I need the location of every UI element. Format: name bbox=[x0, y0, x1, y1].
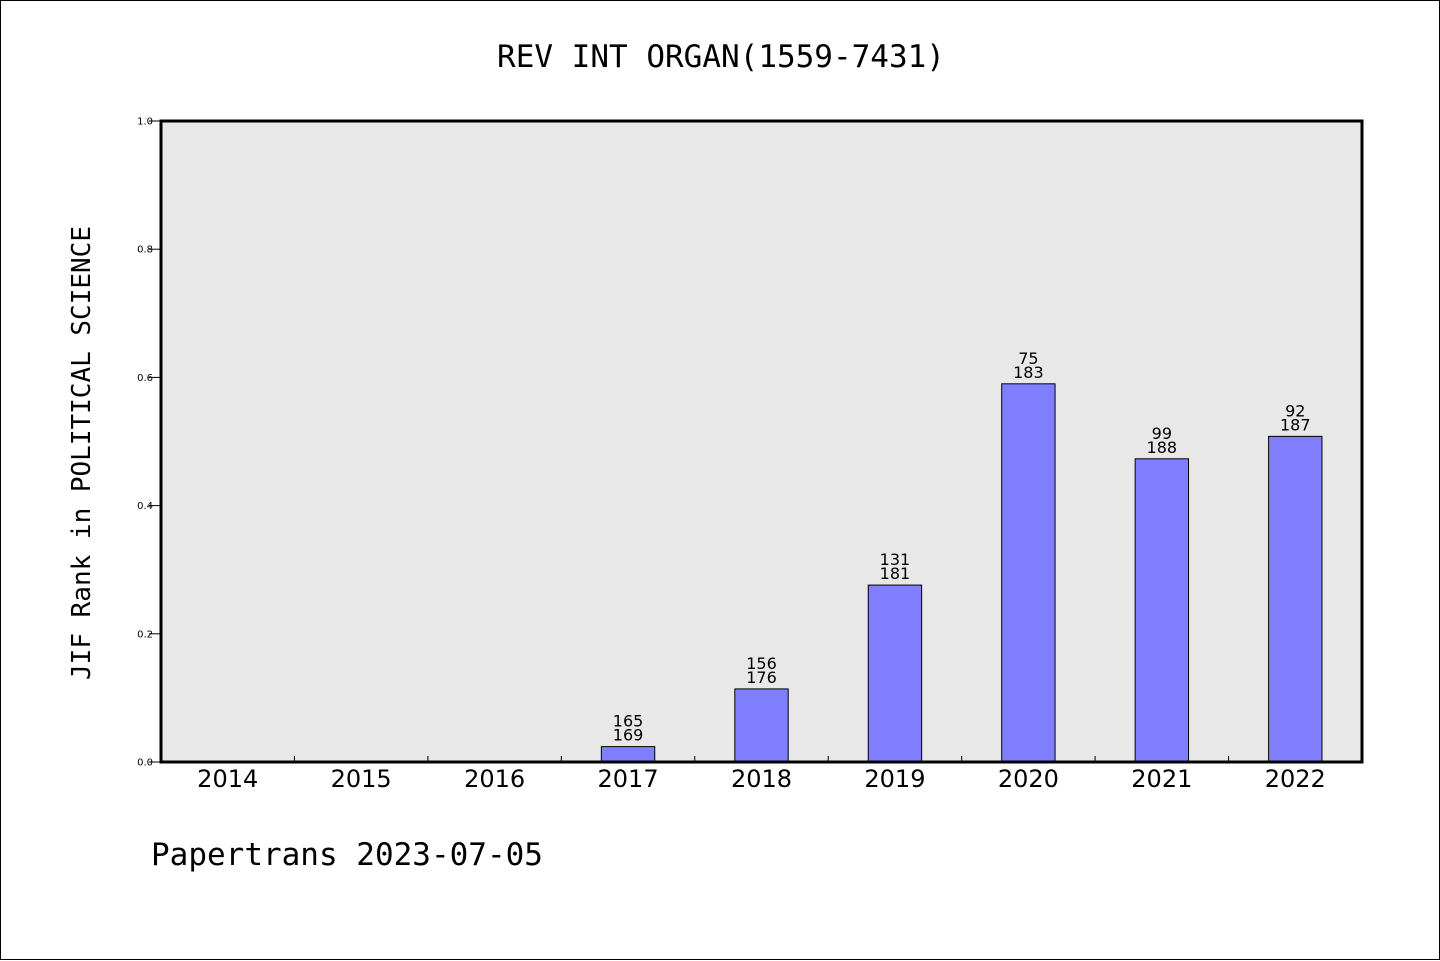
bar-total-label: 176 bbox=[746, 668, 777, 687]
bar bbox=[1134, 458, 1190, 763]
x-tick-label: 2019 bbox=[864, 765, 925, 793]
y-axis-label: JIF Rank in POLITICAL SCIENCE bbox=[67, 226, 97, 680]
bar bbox=[1268, 435, 1323, 763]
x-tick-label: 2016 bbox=[464, 765, 525, 793]
bar bbox=[734, 688, 789, 763]
y-tick-label: 0.0 bbox=[137, 758, 153, 769]
x-tick-label: 2021 bbox=[1131, 765, 1192, 793]
y-tick-label: 1.0 bbox=[137, 117, 153, 128]
x-tick-label: 2017 bbox=[598, 765, 659, 793]
bar-total-label: 188 bbox=[1147, 438, 1178, 457]
y-tick-label: 0.4 bbox=[137, 501, 153, 512]
bar-total-label: 169 bbox=[613, 726, 644, 745]
y-tick-label: 0.2 bbox=[137, 629, 153, 640]
bar-rank-label: 92 bbox=[1285, 401, 1305, 420]
bar-rank-label: 165 bbox=[613, 712, 644, 731]
bar bbox=[600, 746, 656, 763]
bar bbox=[1001, 383, 1056, 763]
bar bbox=[867, 584, 923, 763]
x-tick-label: 2022 bbox=[1265, 765, 1326, 793]
y-tick-label: 0.6 bbox=[137, 373, 153, 384]
bar-total-label: 183 bbox=[1013, 363, 1044, 382]
bar-total-label: 181 bbox=[880, 564, 911, 583]
x-tick-label: 2018 bbox=[731, 765, 792, 793]
y-tick-label: 0.8 bbox=[137, 245, 153, 256]
bar-rank-label: 75 bbox=[1018, 349, 1038, 368]
x-tick-label: 2014 bbox=[197, 765, 258, 793]
chart-title: REV INT ORGAN(1559-7431) bbox=[497, 39, 945, 75]
ticks-layer: 0.0 0.2 0.4 0.6 0.8 1.0 2014 2015 2016 2017 2018 20… bbox=[137, 117, 1326, 794]
bar-total-label: 187 bbox=[1280, 415, 1311, 434]
footer-text: Papertrans 2023-07-05 bbox=[151, 837, 543, 873]
bar-rank-label: 131 bbox=[880, 550, 911, 569]
plot-border bbox=[159, 119, 1364, 764]
bar-rank-label: 156 bbox=[746, 654, 777, 673]
x-tick-label: 2020 bbox=[998, 765, 1059, 793]
bar-rank-label: 99 bbox=[1152, 424, 1172, 443]
x-tick-label: 2015 bbox=[331, 765, 392, 793]
